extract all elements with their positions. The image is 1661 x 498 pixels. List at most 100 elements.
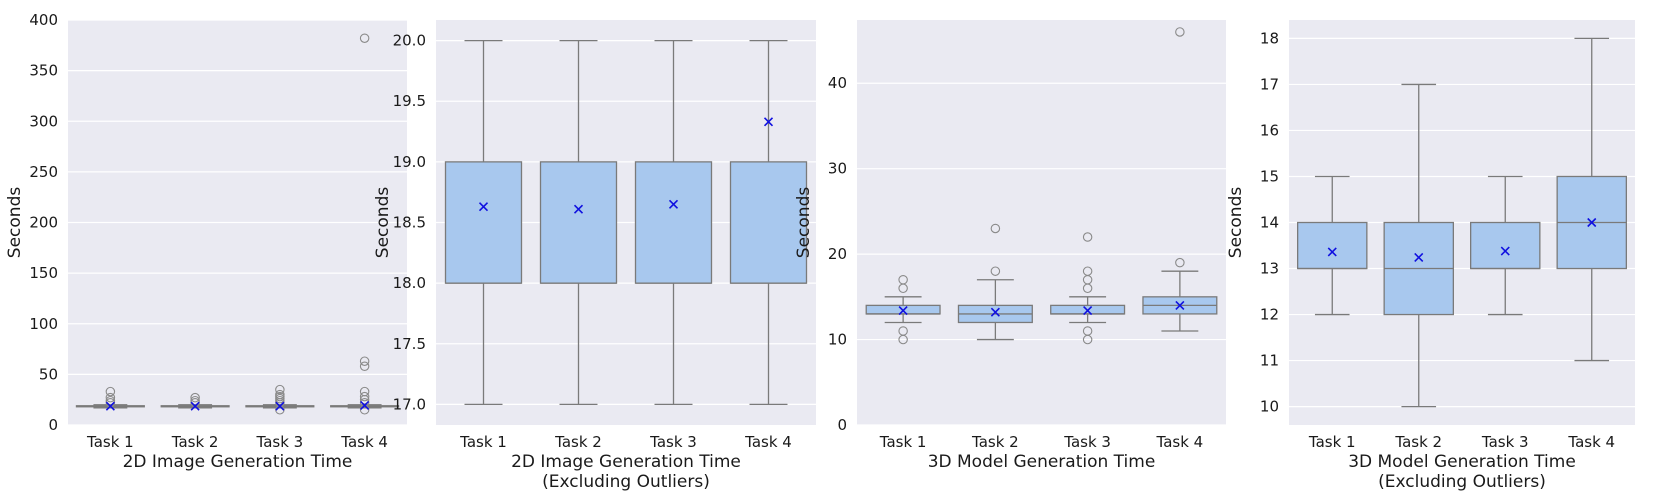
y-tick-label: 10 — [828, 331, 847, 349]
x-axis-title: 2D Image Generation Time — [123, 452, 353, 472]
y-tick-label: 150 — [29, 264, 58, 282]
mean-marker — [573, 204, 584, 214]
outlier-point — [190, 395, 200, 406]
outlier-point — [275, 384, 285, 395]
x-axis-title: 3D Model Generation Time — [1348, 452, 1576, 472]
x-tick-label: Task 1 — [459, 433, 507, 451]
y-tick-label: 18.0 — [393, 274, 426, 292]
outlier-point — [1082, 326, 1093, 336]
box-task-4 — [330, 33, 400, 415]
x-tick-label: Task 3 — [649, 433, 697, 451]
mean-marker-stroke — [1500, 246, 1510, 256]
y-tick-label: 40 — [828, 74, 847, 92]
outlier-point — [1175, 257, 1185, 268]
box-task-4 — [729, 39, 808, 406]
mean-marker-stroke — [1587, 217, 1597, 228]
mean-marker-stroke — [1175, 300, 1185, 310]
x-axis-title: (Excluding Outliers) — [1378, 472, 1546, 492]
box-iqr — [1297, 221, 1368, 270]
y-tick-label: 15 — [1260, 167, 1279, 185]
box-task-4 — [1142, 27, 1218, 332]
outlier-point — [898, 326, 908, 336]
x-tick-label: Task 3 — [256, 433, 304, 451]
y-tick-label: 18 — [1260, 29, 1279, 47]
outlier-point — [359, 356, 370, 366]
mean-marker — [763, 117, 774, 127]
mean-marker-stroke — [898, 305, 908, 316]
mean-marker — [1327, 247, 1337, 257]
y-tick-label: 10 — [1260, 398, 1279, 416]
box-task-3 — [634, 39, 713, 406]
x-axis-title: 3D Model Generation Time — [928, 452, 1156, 472]
y-tick-label: 0 — [48, 416, 58, 434]
box-task-3 — [1470, 175, 1541, 316]
box-task-1 — [444, 39, 523, 406]
y-axis-title: Seconds — [373, 187, 393, 259]
box-iqr — [539, 161, 618, 284]
plot-area — [857, 20, 1226, 425]
y-axis-title: Seconds — [5, 187, 25, 259]
y-tick-label: 13 — [1260, 260, 1279, 278]
mean-marker — [1587, 217, 1597, 228]
mean-marker — [1083, 305, 1093, 316]
y-tick-label: 17 — [1260, 75, 1279, 93]
mean-marker-stroke — [105, 401, 115, 411]
y-tick-label: 250 — [29, 163, 58, 181]
x-axis-title: 2D Image Generation Time — [511, 452, 741, 472]
chart-panel-3: 0 10 20 30 40 Task 1 Task 2 Task 3 Task 43D Mode… — [794, 20, 1226, 472]
mean-marker-stroke — [478, 202, 489, 212]
box-task-1 — [1297, 175, 1368, 316]
mean-marker-stroke — [360, 400, 370, 411]
outlier-point — [990, 223, 1001, 234]
box-task-3 — [245, 384, 315, 415]
y-tick-label: 350 — [29, 62, 58, 80]
mean-marker-stroke — [275, 401, 285, 411]
x-tick-label: Task 3 — [1481, 433, 1529, 451]
box-task-3 — [1050, 232, 1126, 345]
y-tick-label: 14 — [1260, 214, 1279, 232]
mean-marker-stroke — [1327, 247, 1337, 257]
outlier-point — [359, 397, 370, 408]
mean-marker — [1500, 246, 1510, 256]
x-axis-title: (Excluding Outliers) — [542, 472, 710, 492]
x-tick-label: Task 2 — [554, 433, 602, 451]
mean-marker — [1175, 300, 1185, 310]
y-tick-label: 300 — [29, 112, 58, 130]
y-tick-label: 19.5 — [393, 92, 426, 110]
chart-panel-1: 0 50 100 150 200 250 300 350 400 Task 1 Task 2 Task… — [5, 11, 407, 472]
outlier-point — [190, 392, 200, 403]
mean-marker-stroke — [190, 401, 200, 411]
mean-marker-stroke — [668, 199, 679, 209]
y-tick-label: 18.5 — [393, 214, 426, 232]
x-tick-label: Task 4 — [340, 433, 388, 451]
outlier-point — [359, 361, 370, 372]
outlier-point — [105, 392, 116, 403]
mean-marker — [360, 400, 370, 411]
mean-marker — [990, 307, 1000, 317]
chart-panel-2: 17.0 17.5 18.0 18.5 19.0 19.5 20.0 Task 1 Task 2… — [373, 20, 816, 492]
box-iqr — [634, 161, 713, 284]
x-tick-label: Task 1 — [879, 433, 927, 451]
mean-marker — [105, 401, 115, 411]
x-tick-label: Task 4 — [1567, 433, 1615, 451]
y-tick-label: 12 — [1260, 306, 1279, 324]
outlier-point — [105, 395, 116, 406]
outlier-point — [359, 386, 370, 397]
outlier-point — [1175, 27, 1185, 37]
box-task-4 — [1556, 37, 1628, 362]
outlier-point — [1082, 232, 1093, 242]
mean-marker-stroke — [990, 307, 1000, 317]
outlier-point — [898, 274, 908, 285]
box-task-2 — [957, 223, 1033, 341]
x-tick-label: Task 4 — [744, 433, 792, 451]
y-tick-label: 20 — [828, 245, 847, 263]
y-tick-label: 19.0 — [393, 153, 426, 171]
mean-marker-stroke — [1083, 305, 1093, 316]
mean-marker — [478, 202, 489, 212]
outlier-point — [275, 389, 285, 400]
box-task-2 — [539, 39, 618, 406]
outlier-point — [359, 33, 370, 43]
x-tick-label: Task 2 — [1394, 433, 1442, 451]
mean-marker — [275, 401, 285, 411]
y-tick-label: 30 — [828, 160, 847, 178]
